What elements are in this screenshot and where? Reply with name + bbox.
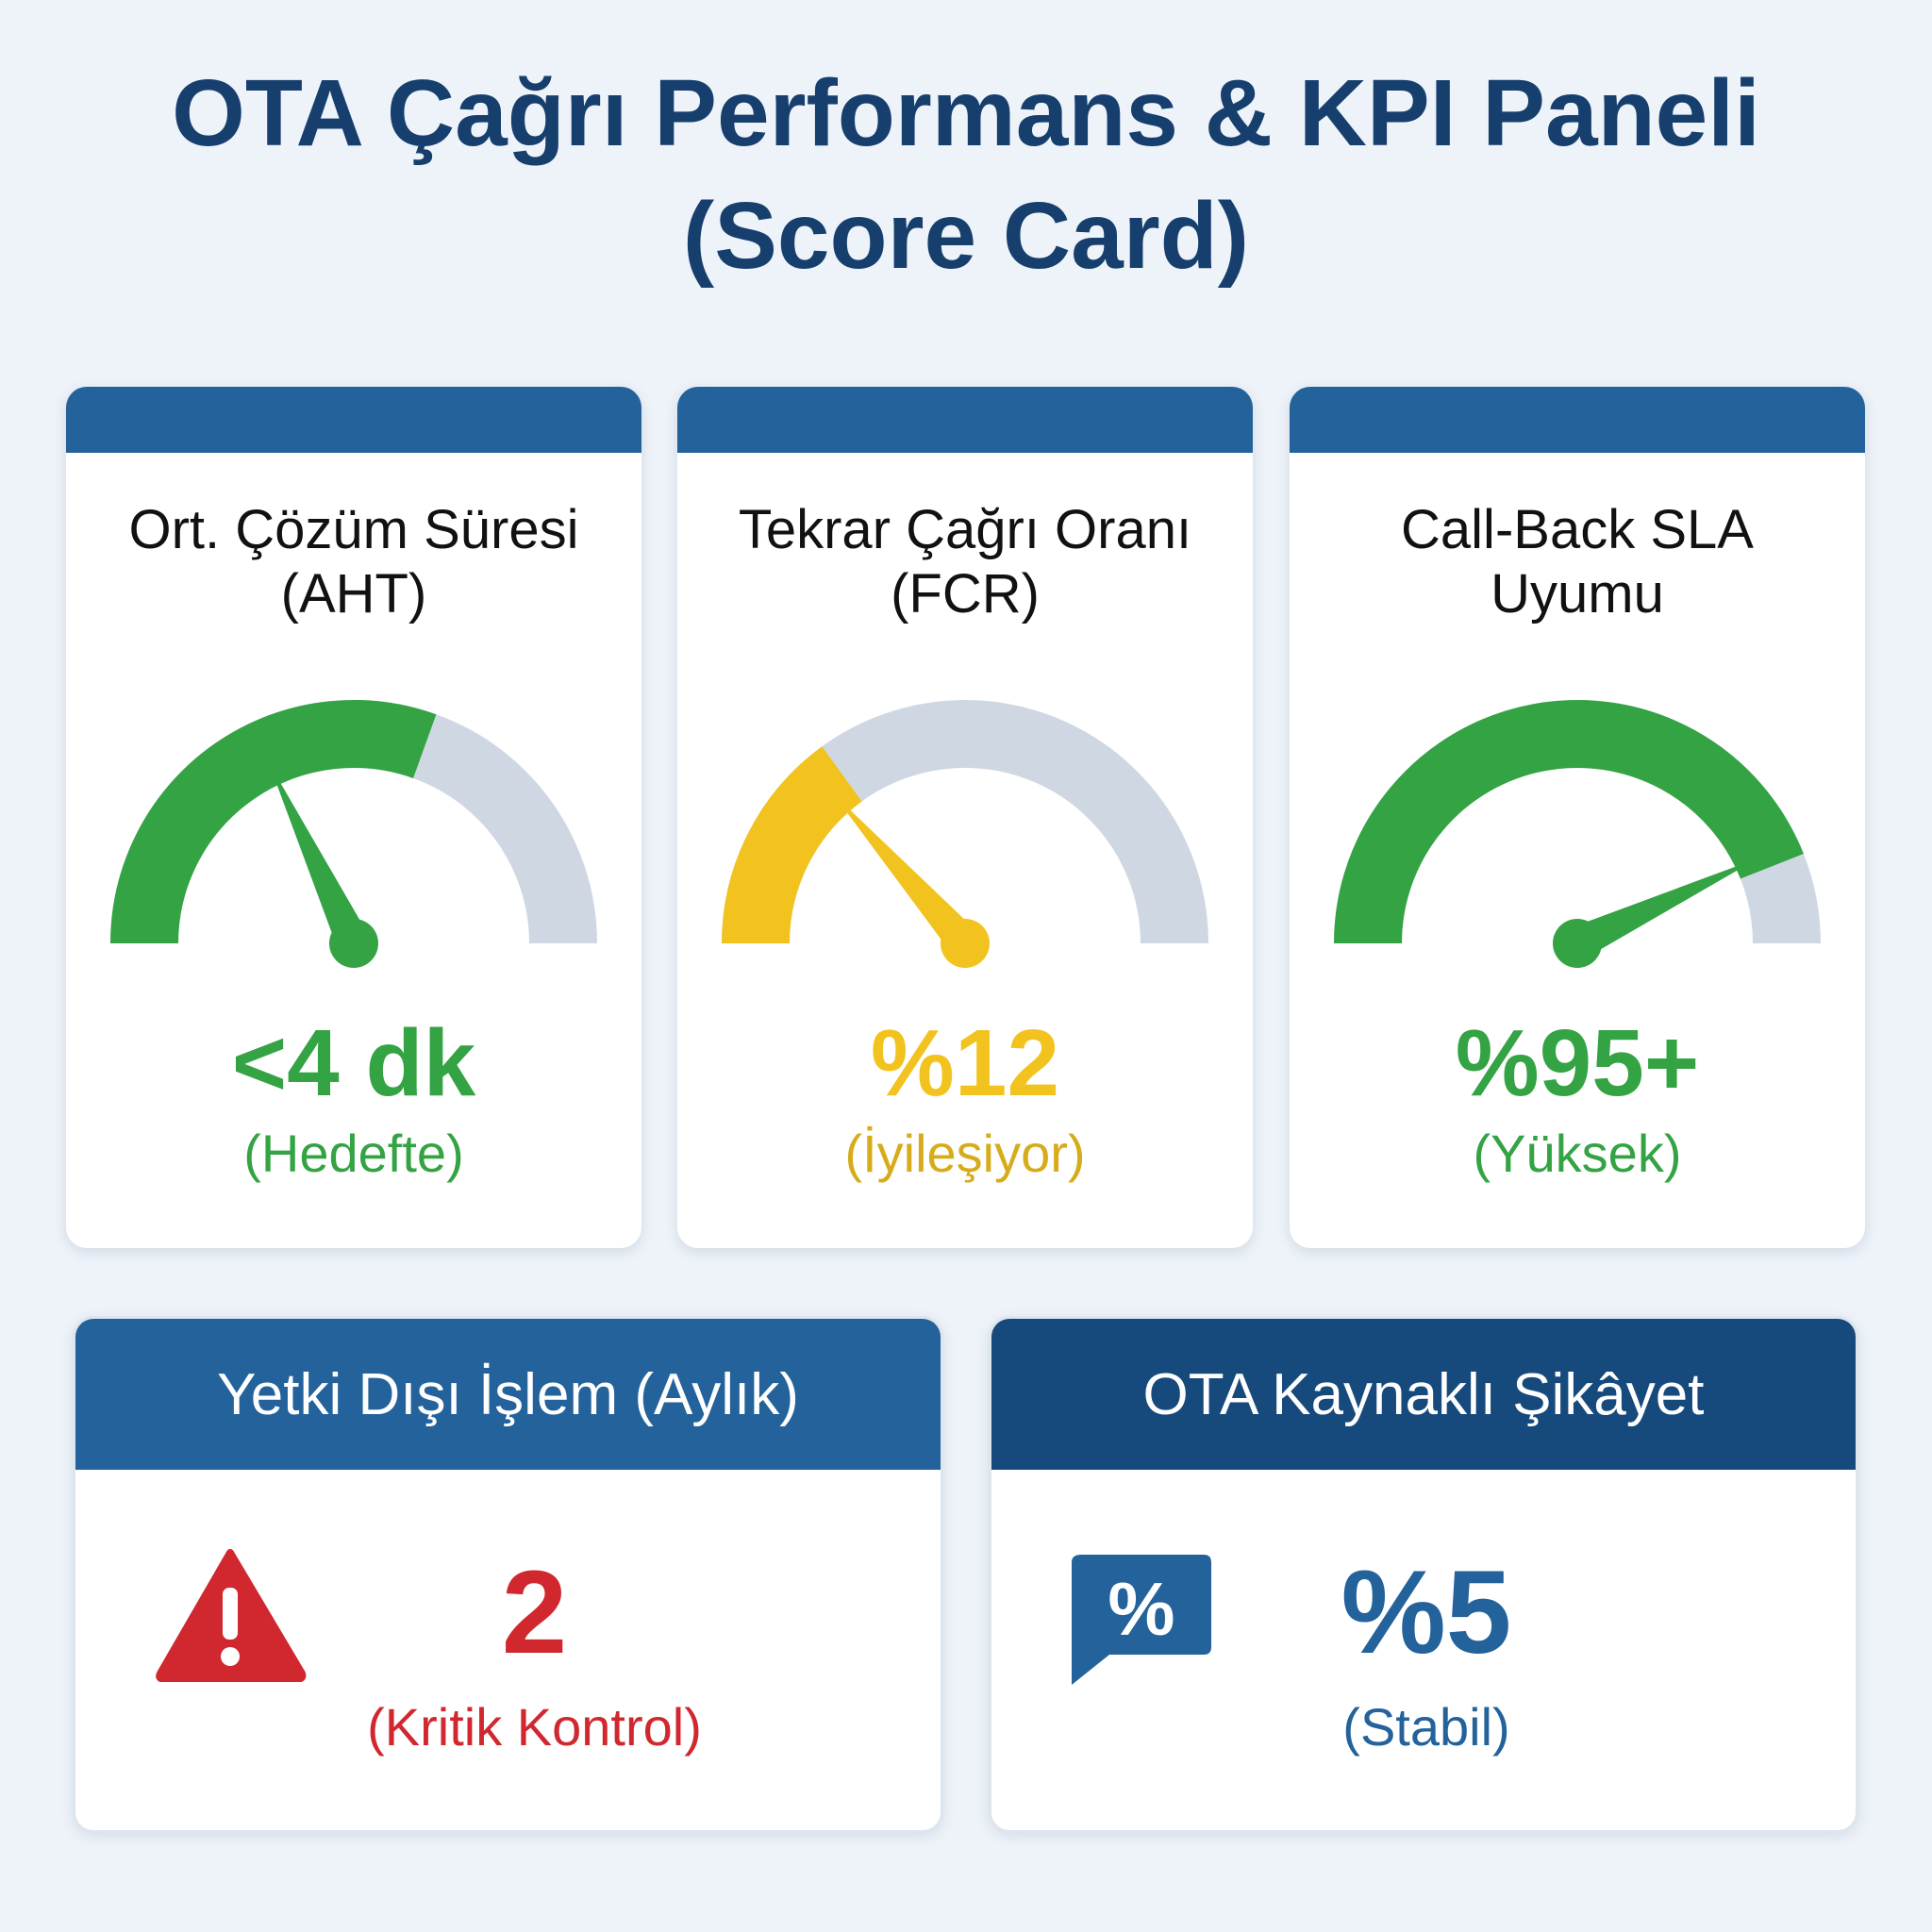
- gauge-fill: [722, 746, 863, 944]
- card-header: OTA Kaynaklı Şikâyet: [991, 1319, 1856, 1470]
- card-top-bar: [1290, 387, 1865, 453]
- kpi-status: (Yüksek): [1473, 1124, 1682, 1183]
- kpi-title: Tekrar Çağrı Oranı (FCR): [738, 499, 1192, 625]
- gauge-hub: [1553, 919, 1602, 968]
- gauge-needle: [1570, 858, 1758, 959]
- kpi-status: (Hedefte): [243, 1124, 464, 1183]
- percent-speech-bubble-icon: %: [1072, 1555, 1211, 1685]
- gauge: [1334, 700, 1821, 968]
- page-subtitle: (Score Card): [682, 183, 1250, 289]
- kpi-title: Ort. Çözüm Süresi (AHT): [128, 499, 579, 625]
- card-header: Yetki Dışı İşlem (Aylık): [75, 1319, 941, 1470]
- unauthorized-count: 2: [501, 1547, 568, 1678]
- unauthorized-transaction-card: Yetki Dışı İşlem (Aylık) 2 (Kritik Kontr…: [73, 1316, 943, 1833]
- ota-complaint-card: OTA Kaynaklı Şikâyet % %5 (Stabil): [989, 1316, 1858, 1833]
- kpi-value: %12: [870, 1010, 1060, 1116]
- page-title: OTA Çağrı Performans & KPI Paneli: [172, 60, 1760, 166]
- gauge-fill: [110, 700, 437, 944]
- kpi-status: (İyileşiyor): [844, 1124, 1086, 1183]
- gauge-hub: [329, 919, 378, 968]
- complaint-status: (Stabil): [1342, 1697, 1510, 1757]
- unauthorized-status: (Kritik Kontrol): [367, 1697, 702, 1757]
- kpi-value: %95+: [1455, 1010, 1700, 1116]
- gauge-needle: [832, 792, 978, 955]
- warning-triangle-icon: [156, 1549, 307, 1682]
- card-top-bar: [66, 387, 641, 453]
- kpi-title: Call-Back SLA Uyumu: [1401, 499, 1754, 625]
- card-top-bar: [677, 387, 1253, 453]
- gauge: [722, 700, 1208, 968]
- gauge-hub: [941, 919, 990, 968]
- gauge-needle: [268, 762, 370, 951]
- gauge-fill: [1334, 700, 1804, 944]
- kpi-card: Ort. Çözüm Süresi (AHT) <4 dk (Hedefte): [66, 387, 641, 1248]
- kpi-card: Call-Back SLA Uyumu %95+ (Yüksek): [1290, 387, 1865, 1248]
- complaint-rate: %5: [1341, 1547, 1512, 1678]
- gauge: [110, 700, 597, 968]
- kpi-card: Tekrar Çağrı Oranı (FCR) %12 (İyileşiyor): [677, 387, 1253, 1248]
- kpi-value: <4 dk: [231, 1010, 476, 1116]
- svg-text:%: %: [1108, 1567, 1174, 1651]
